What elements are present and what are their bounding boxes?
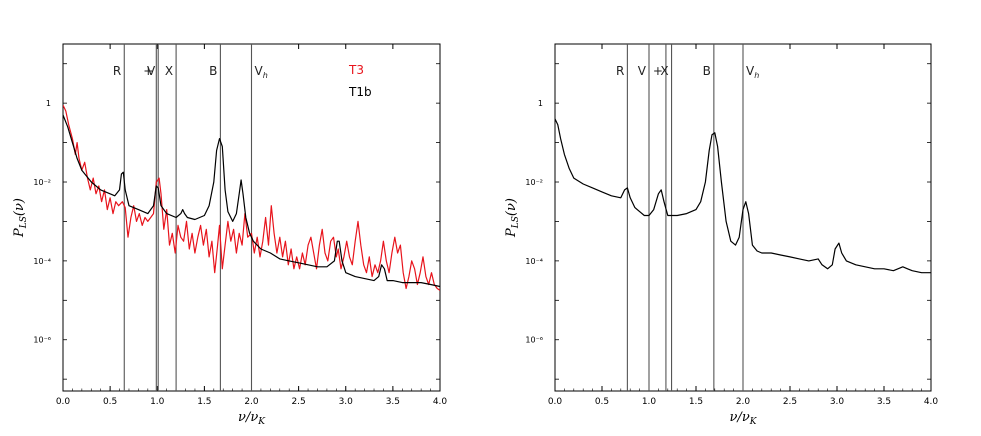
x-tick-label: 2.0 (736, 397, 751, 407)
x-tick-label: 2.0 (244, 397, 259, 407)
marker-label: R (113, 64, 121, 78)
x-tick-label: 0.5 (595, 397, 609, 407)
x-tick-label: 0.0 (56, 397, 71, 407)
marker-label: Vh (255, 64, 268, 80)
x-axis-label: ν/νK (730, 410, 758, 427)
x-tick-label: 2.5 (291, 397, 305, 407)
marker-label: R (616, 64, 624, 78)
x-tick-label: 0.0 (548, 397, 563, 407)
y-tick-label: 10⁻² (525, 178, 543, 187)
y-tick-label: 10⁻⁶ (33, 336, 51, 345)
x-tick-label: 2.5 (783, 397, 797, 407)
y-tick-label: 1 (46, 99, 51, 108)
y-axis-label: PLS(ν) (12, 198, 29, 238)
y-tick-label: 10⁻⁴ (33, 257, 51, 266)
legend-entry-t1b: T1b (348, 85, 372, 99)
right-panel: 0.0 0.5 1.0 1.5 2.0 2.5 3.0 3.5 4.0 1 10⁻² 10⁻⁴ 10⁻⁶… (504, 43, 939, 427)
series-line-0 (555, 118, 931, 274)
x-tick-label: 3.5 (877, 397, 891, 407)
marker-label: V (638, 64, 647, 78)
marker-label: V (147, 64, 156, 78)
x-tick-label: 0.5 (103, 397, 117, 407)
x-tick-label: 1.5 (689, 397, 703, 407)
marker-label: + (653, 64, 663, 78)
y-tick-label: 10⁻² (33, 178, 51, 187)
marker-label: B (703, 64, 711, 78)
left-panel: 0.0 0.5 1.0 1.5 2.0 2.5 3.0 3.5 4.0 1 10⁻² 10⁻⁴ 10⁻⁶… (12, 43, 448, 427)
y-axis-label: PLS(ν) (504, 198, 521, 238)
series-line-t3 (63, 104, 440, 291)
x-tick-label: 3.0 (339, 397, 354, 407)
y-tick-label: 10⁻⁴ (525, 257, 543, 266)
x-tick-label: 1.0 (150, 397, 165, 407)
series-line-t1b (63, 114, 440, 288)
marker-label: + (143, 64, 153, 78)
x-tick-label: 4.0 (433, 397, 448, 407)
marker-label: Vh (746, 64, 759, 80)
marker-label: X (165, 64, 173, 78)
marker-label: X (660, 64, 668, 78)
y-tick-label: 10⁻⁶ (525, 336, 543, 345)
y-tick-label: 1 (538, 99, 543, 108)
x-tick-label: 3.5 (386, 397, 400, 407)
x-tick-label: 1.0 (642, 397, 657, 407)
x-axis-label: ν/νK (238, 410, 266, 427)
marker-label: B (209, 64, 217, 78)
legend-entry-t3: T3 (348, 63, 364, 77)
x-tick-label: 4.0 (924, 397, 939, 407)
x-tick-label: 1.5 (197, 397, 211, 407)
x-tick-label: 3.0 (830, 397, 845, 407)
